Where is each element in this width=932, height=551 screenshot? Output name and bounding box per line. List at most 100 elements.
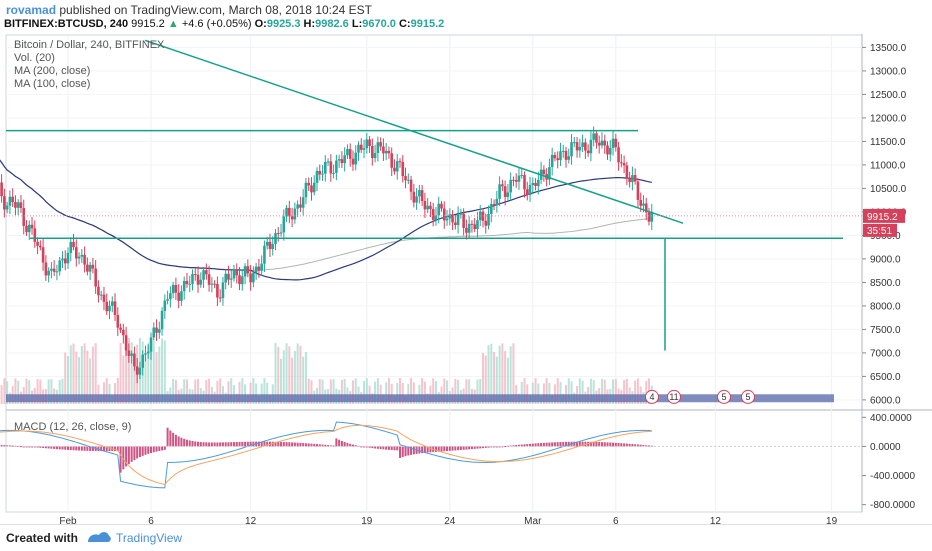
candle-body (200, 280, 203, 285)
candle-body (50, 269, 53, 271)
indicator-legend[interactable]: Vol. (20) (14, 52, 55, 64)
macd-histogram-bar (150, 446, 152, 453)
candle-body (238, 275, 241, 284)
candle-body (103, 295, 106, 302)
time-tick-label: 19 (361, 516, 373, 524)
candle-body (114, 301, 117, 315)
candle-body (551, 155, 554, 167)
macd-histogram-bar (81, 446, 83, 450)
price-tick-label: 11000.0 (870, 160, 906, 171)
candle-body (122, 330, 125, 335)
candle-body (623, 163, 626, 165)
candle-body (615, 139, 618, 147)
candle-body (310, 185, 313, 192)
candle-body (363, 148, 366, 150)
candle-body (34, 228, 37, 242)
indicator-legend[interactable]: MA (100, close) (14, 78, 90, 90)
time-tick-label: 24 (444, 516, 456, 524)
macd-histogram-bar (114, 446, 116, 451)
candle-body (230, 278, 233, 279)
macd-histogram-bar (214, 443, 216, 447)
series-legend[interactable]: Bitcoin / Dollar, 240, BITFINEX (14, 39, 165, 51)
macd-histogram-bar (230, 442, 232, 446)
candle-body (269, 242, 272, 249)
macd-histogram-bar (344, 442, 346, 446)
candle-body (147, 352, 150, 354)
candle-body (133, 354, 136, 367)
event-count-label: 5 (745, 392, 750, 402)
macd-histogram-bar (70, 446, 72, 450)
candle-body (186, 281, 189, 284)
candle-body (377, 142, 380, 153)
candle-body (321, 174, 324, 175)
author-name[interactable]: rovamad (6, 3, 56, 17)
candle-body (509, 180, 512, 193)
macd-histogram-bar (183, 439, 185, 447)
time-tick-label: 6 (148, 516, 154, 524)
macd-histogram-bar (203, 442, 205, 446)
candle-body (496, 199, 499, 205)
countdown-label: 35:51 (867, 226, 892, 237)
macd-histogram-bar (161, 446, 163, 450)
price-tick-label: 8500.0 (870, 278, 901, 289)
macd-histogram-bar (607, 442, 609, 446)
price-chart[interactable]: 13500.013000.012500.012000.011500.011000… (0, 34, 932, 524)
macd-histogram-bar (612, 443, 614, 447)
candle-body (332, 173, 335, 174)
macd-histogram-bar (299, 443, 301, 447)
macd-histogram-bar (225, 442, 227, 446)
candle-body (266, 242, 269, 246)
candle-body (233, 269, 236, 278)
high-label: H: (304, 18, 316, 30)
footer: Created with TradingView (0, 524, 932, 551)
macd-histogram-bar (200, 442, 202, 446)
candle-body (45, 263, 48, 276)
candle-body (258, 267, 261, 271)
candle-body (446, 218, 449, 220)
candle-body (327, 161, 330, 162)
ohlc-row: BITFINEX:BTCUSD, 240 9915.2 ▲ +4.6 (+0.0… (4, 18, 444, 30)
macd-histogram-bar (158, 446, 160, 451)
candle-body (9, 197, 12, 206)
macd-histogram-bar (429, 446, 431, 452)
indicator-legend[interactable]: MA (200, close) (14, 65, 90, 77)
candle-body (335, 161, 338, 173)
macd-histogram-bar (288, 442, 290, 446)
macd-histogram-bar (280, 442, 282, 446)
candle-body (476, 220, 479, 229)
candle-body (399, 161, 402, 162)
candle-body (526, 189, 529, 195)
candle-body (111, 301, 114, 305)
candle-body (28, 225, 31, 232)
support-zone-box[interactable] (6, 394, 834, 402)
candle-body (280, 232, 283, 233)
candle-body (484, 221, 487, 226)
macd-histogram-bar (128, 446, 130, 464)
candle-body (97, 287, 100, 296)
candle-body (0, 183, 3, 197)
macd-histogram-bar (133, 446, 135, 460)
price-tick-label: 13500.0 (870, 43, 907, 54)
candle-body (404, 176, 407, 180)
tradingview-brand-link[interactable]: TradingView (116, 531, 182, 545)
macd-histogram-bar (180, 438, 182, 447)
candle-body (294, 209, 297, 220)
candle-body (20, 202, 23, 208)
candle-body (388, 151, 391, 153)
candle-body (413, 192, 416, 203)
tradingview-logo-icon (86, 529, 112, 545)
candle-body (437, 204, 440, 216)
close-value: 9915.2 (411, 18, 445, 30)
candle-body (17, 202, 20, 207)
candle-body (100, 295, 103, 296)
candle-body (136, 366, 139, 374)
candle-body (637, 182, 640, 200)
candle-body (424, 201, 427, 209)
macd-histogram-bar (360, 446, 362, 447)
candle-body (498, 184, 501, 199)
candle-body (108, 306, 111, 311)
macd-histogram-bar (557, 442, 559, 446)
event-count-label: 11 (669, 392, 678, 402)
price-tick-label: 6000.0 (870, 395, 901, 406)
candle-body (89, 265, 92, 272)
